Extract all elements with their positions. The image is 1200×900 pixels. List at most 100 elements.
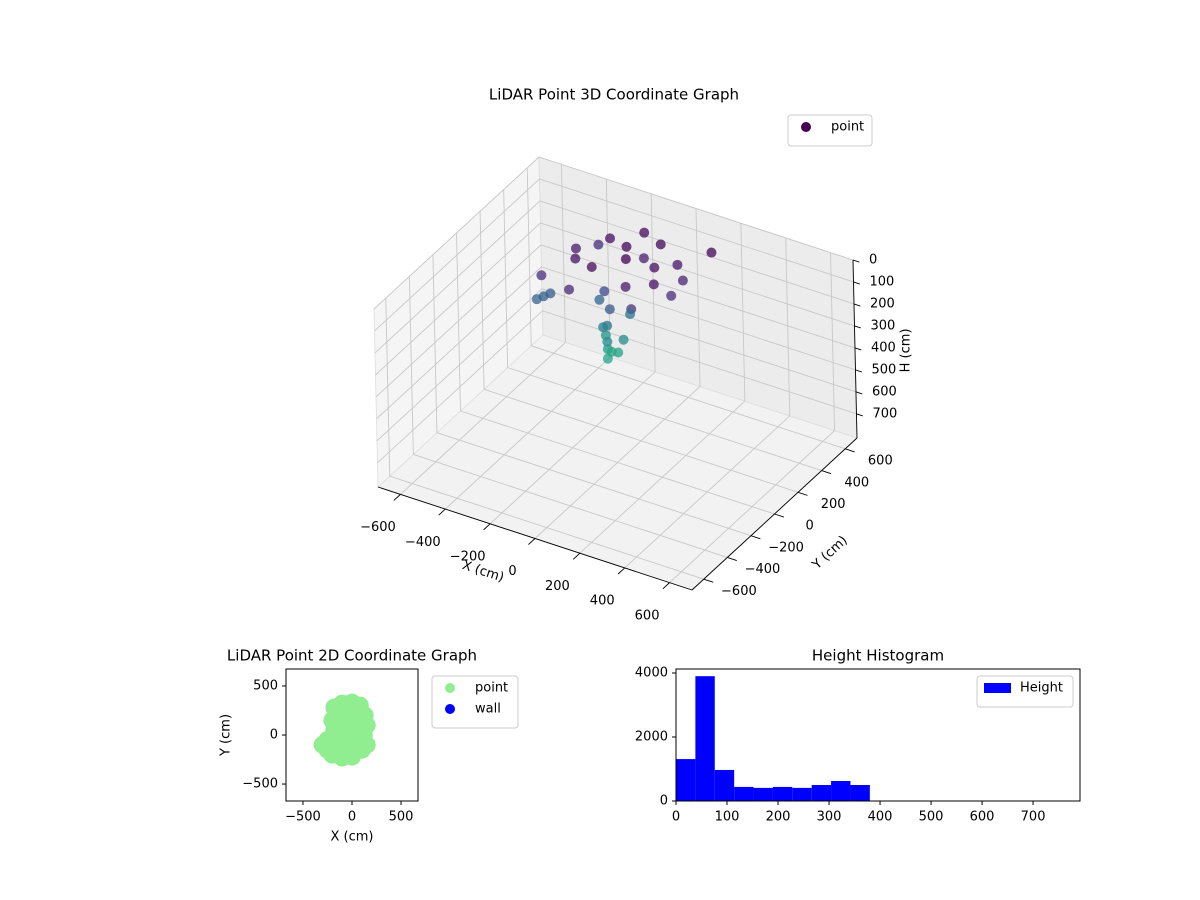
- grid-line: [377, 310, 543, 464]
- x-tick-label: −400: [405, 535, 441, 550]
- bar: [676, 759, 696, 801]
- legend-label: wall: [475, 702, 501, 717]
- tick-mark: [854, 325, 861, 329]
- point: [347, 735, 366, 754]
- z-axis-line: [852, 259, 858, 439]
- point: [666, 290, 677, 301]
- y-tick-label: 0: [805, 519, 813, 534]
- z-tick-label: 100: [869, 274, 894, 289]
- tick-mark: [703, 578, 714, 583]
- z-tick-label: 300: [870, 318, 895, 333]
- x-tick-label: 300: [817, 810, 842, 825]
- grid-line: [456, 232, 461, 412]
- grid-line: [785, 237, 791, 416]
- tick-mark: [853, 281, 860, 285]
- y-tick-label: −600: [721, 584, 757, 599]
- grid-line: [539, 200, 855, 305]
- grid-line: [538, 156, 854, 261]
- point: [564, 284, 575, 295]
- grid-line: [479, 211, 485, 390]
- bar: [753, 787, 773, 801]
- z-tick-label: 0: [869, 253, 877, 268]
- grid-line: [507, 367, 822, 471]
- y-tick-label: −500: [242, 777, 278, 792]
- grid-line: [408, 276, 414, 455]
- x-tick-label: 600: [635, 608, 660, 623]
- y-tick-label: 2000: [635, 730, 668, 745]
- x-tick-label: −200: [450, 549, 486, 564]
- grid-line: [539, 178, 854, 283]
- grid-line: [460, 410, 775, 515]
- legend-label: point: [831, 120, 864, 135]
- grid-line: [740, 223, 746, 402]
- bar: [772, 786, 793, 801]
- x-tick-label: 600: [970, 810, 995, 825]
- tick-mark: [797, 491, 808, 496]
- point: [594, 294, 605, 305]
- tick-mark: [750, 535, 761, 540]
- bar: [695, 676, 715, 801]
- grid-line: [483, 388, 799, 493]
- x-tick-label: 500: [919, 810, 944, 825]
- legend-label: point: [475, 681, 508, 696]
- x-tick-label: −500: [285, 810, 321, 825]
- point: [639, 227, 650, 238]
- z-tick-label: 700: [872, 406, 897, 421]
- y-tick-label: −200: [768, 540, 804, 555]
- y-tick-label: −400: [745, 562, 781, 577]
- point: [706, 247, 717, 258]
- x-tick-label: 200: [766, 810, 791, 825]
- point: [586, 262, 597, 273]
- tick-mark: [852, 259, 860, 263]
- grid-line: [375, 222, 541, 376]
- grid-line: [389, 475, 704, 580]
- tick-mark: [845, 448, 855, 453]
- grid-line: [503, 189, 509, 368]
- grid-line: [376, 266, 542, 420]
- point: [343, 701, 361, 720]
- grid-line: [436, 432, 752, 537]
- tick-mark: [774, 513, 785, 518]
- tick-mark: [393, 494, 401, 501]
- point: [648, 279, 659, 290]
- y-tick-label: 0: [660, 794, 668, 809]
- z-tick-label: 200: [870, 296, 895, 311]
- point: [649, 262, 660, 273]
- grid-line: [385, 298, 391, 477]
- chart-title: Height Histogram: [812, 647, 944, 665]
- point: [600, 330, 611, 341]
- tick-mark: [528, 538, 536, 545]
- bar: [734, 786, 754, 801]
- point: [620, 281, 631, 292]
- grid-line: [374, 200, 541, 354]
- x-tick-label: 500: [389, 810, 414, 825]
- legend-marker: [445, 683, 455, 693]
- grid-line: [542, 310, 857, 415]
- x-tick-label: 0: [508, 564, 516, 579]
- point: [638, 253, 649, 264]
- grid-line: [540, 244, 856, 349]
- y-tick-label: 400: [844, 475, 869, 490]
- tick-mark: [854, 347, 862, 351]
- z-tick-label: 400: [871, 340, 896, 355]
- grid-line: [541, 266, 856, 371]
- tick-mark: [856, 413, 863, 417]
- bar: [831, 781, 851, 801]
- tick-mark: [855, 391, 863, 395]
- tick-mark: [483, 523, 491, 531]
- chart-title: LiDAR Point 2D Coordinate Graph: [227, 647, 477, 665]
- point: [545, 288, 556, 299]
- y-tick-label: 500: [253, 678, 278, 693]
- grid-line: [830, 252, 836, 431]
- point: [333, 735, 352, 754]
- point: [621, 241, 632, 252]
- point: [605, 233, 616, 244]
- x-tick-label: 0: [672, 810, 680, 825]
- point: [620, 254, 631, 265]
- legend-marker: [445, 704, 455, 714]
- x-axis-line: [377, 486, 693, 591]
- tick-mark: [853, 303, 861, 307]
- point: [570, 253, 581, 264]
- x-tick-label: 200: [545, 579, 570, 594]
